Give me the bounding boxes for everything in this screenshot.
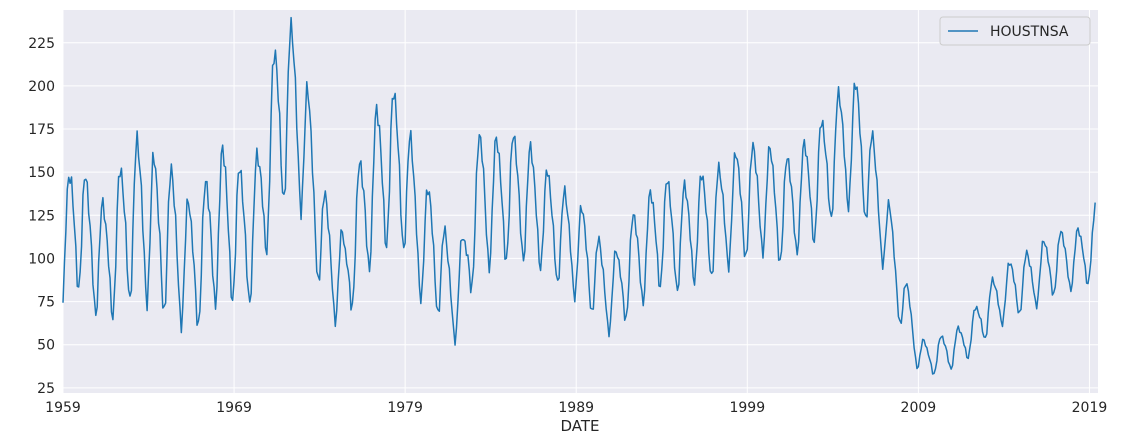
x-tick-label: 2019 (1072, 400, 1108, 416)
y-tick-label: 225 (28, 36, 55, 52)
y-tick-label: 75 (37, 295, 55, 311)
y-tick-label: 150 (28, 165, 55, 181)
legend-label: HOUSTNSA (990, 24, 1069, 40)
x-tick-label: 1979 (387, 400, 423, 416)
x-tick-label: 1989 (558, 400, 594, 416)
x-tick-label: 1999 (729, 400, 765, 416)
y-axis: 25 50 75 100 125 150 175 200 225 (28, 36, 55, 397)
y-tick-label: 100 (28, 251, 55, 267)
y-tick-label: 125 (28, 208, 55, 224)
series-layer (62, 16, 1096, 375)
series-line-houstnsa (62, 16, 1096, 375)
x-tick-label: 1969 (216, 400, 252, 416)
y-tick-label: 175 (28, 122, 55, 138)
x-tick-label: 2009 (901, 400, 937, 416)
x-axis-title: DATE (560, 417, 599, 434)
legend[interactable]: HOUSTNSA (939, 16, 1091, 46)
y-tick-label: 200 (28, 79, 55, 95)
y-tick-label: 25 (37, 381, 55, 397)
y-tick-label: 50 (37, 338, 55, 354)
plot-area (63, 10, 1098, 393)
x-axis: 1959 1969 1979 1989 1999 2009 2019 (45, 400, 1107, 416)
grid (62, 10, 1098, 393)
x-tick-label: 1959 (45, 400, 81, 416)
legend-box (939, 16, 1091, 46)
